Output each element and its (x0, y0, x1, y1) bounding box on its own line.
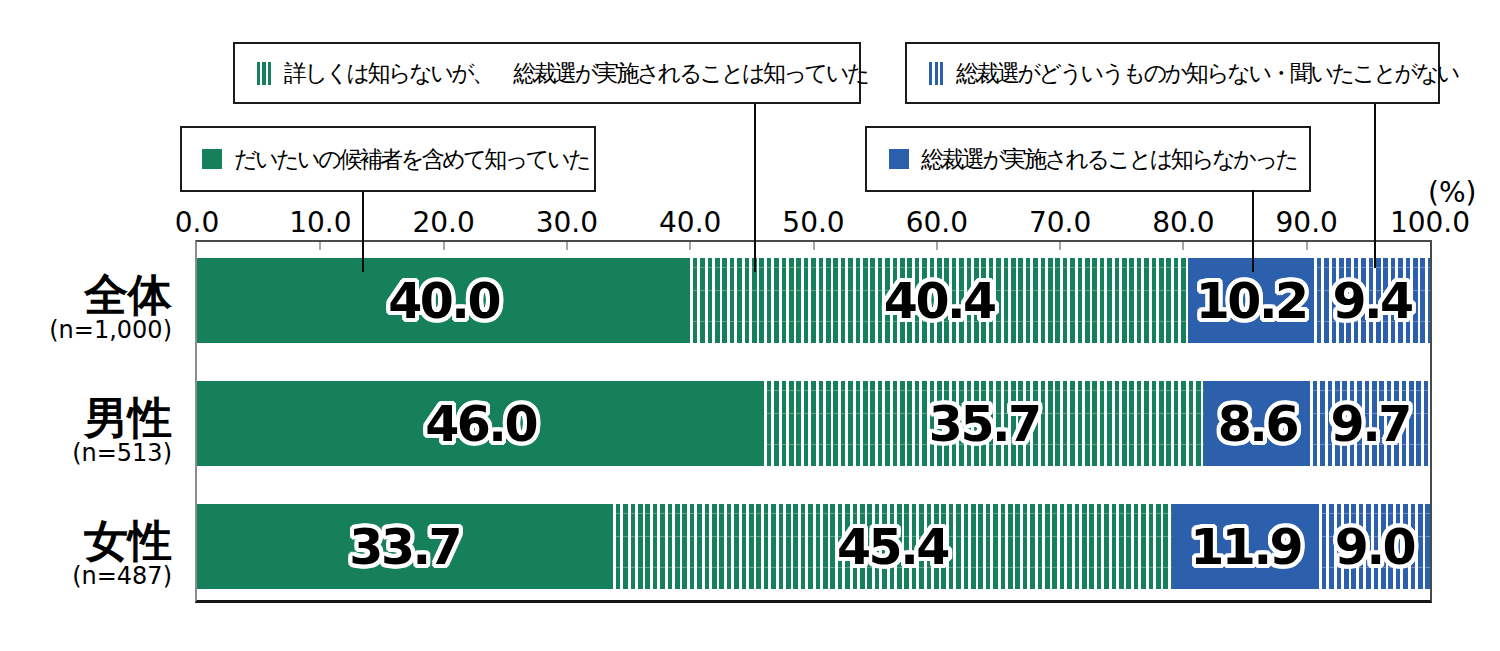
row-label-女性: 女性(n=487) (72, 518, 172, 588)
legend-box-green-solid: だいたいの候補者を含めて知っていた (180, 126, 596, 192)
bar-value-label: 40.4 (884, 276, 995, 325)
legend-leader-line (362, 192, 364, 272)
legend-box-blue-striped: 総裁選がどういうものか知らない・聞いたことがない (905, 42, 1440, 104)
legend-label: 総裁選がどういうものか知らない・聞いたことがない (956, 58, 1458, 89)
axis-tickmark (1306, 242, 1308, 250)
bar-value-label: 33.7 (349, 522, 460, 571)
category-sample-size: (n=487) (72, 562, 172, 588)
bar-row-女性: 33.7 45.4 11.9 9.0 (197, 504, 1430, 589)
bar-value-label: 9.7 (1331, 399, 1410, 448)
chart-page: 詳しくは知らないが、 総裁選が実施されることは知っていた 総裁選がどういうものか… (0, 0, 1500, 651)
legend-leader-line (1374, 104, 1376, 268)
x-axis-tick-label: 50.0 (782, 206, 844, 239)
x-axis-tick-label: 20.0 (412, 206, 474, 239)
bar-value-label: 8.6 (1218, 399, 1297, 448)
bar-row-全体: 40.0 40.4 10.2 9.4 (197, 258, 1430, 343)
legend-box-green-striped: 詳しくは知らないが、 総裁選が実施されることは知っていた (233, 42, 861, 104)
bar-value-label: 40.0 (388, 276, 499, 325)
row-label-男性: 男性(n=513) (72, 395, 172, 465)
legend-leader-line (754, 104, 756, 272)
axis-tickmark (1182, 242, 1184, 250)
x-axis-tick-label: 100.0 (1390, 206, 1470, 239)
axis-tickmark (443, 242, 445, 250)
x-axis-tick-label: 30.0 (536, 206, 598, 239)
x-axis-tick-label: 90.0 (1276, 206, 1338, 239)
bar-value-label: 9.4 (1332, 276, 1411, 325)
category-sample-size: (n=513) (72, 439, 172, 465)
bar-value-label: 45.4 (837, 522, 948, 571)
percent-unit-label: (%) (1428, 176, 1476, 209)
category-sample-size: (n=1,000) (49, 316, 172, 342)
green-striped-swatch-icon (257, 62, 272, 85)
x-axis-tick-label: 80.0 (1152, 206, 1214, 239)
bar-value-label: 9.0 (1335, 522, 1414, 571)
plot-area: 40.0 40.4 10.2 9.4 46.0 35.7 8.6 9.7 33.7 45.4 11.… (195, 240, 1432, 603)
blue-solid-swatch-icon (889, 149, 909, 169)
bar-value-label: 35.7 (929, 399, 1040, 448)
category-name: 女性 (72, 518, 172, 562)
legend-leader-line (1252, 190, 1254, 272)
row-label-全体: 全体(n=1,000) (49, 272, 172, 342)
axis-tickmark (936, 242, 938, 250)
blue-striped-swatch-icon (929, 62, 944, 85)
x-axis-tick-label: 60.0 (906, 206, 968, 239)
bar-value-label: 11.9 (1190, 522, 1301, 571)
axis-tickmark (813, 242, 815, 250)
x-axis-tick-label: 40.0 (659, 206, 721, 239)
bar-row-男性: 46.0 35.7 8.6 9.7 (197, 381, 1430, 466)
bar-value-label: 10.2 (1196, 276, 1307, 325)
category-name: 全体 (49, 272, 172, 316)
axis-tickmark (1059, 242, 1061, 250)
category-name: 男性 (72, 395, 172, 439)
axis-tickmark (566, 242, 568, 250)
legend-label: 総裁選が実施されることは知らなかった (921, 144, 1296, 175)
x-axis-tick-label: 70.0 (1029, 206, 1091, 239)
axis-tickmark (689, 242, 691, 250)
x-axis-tick-label: 10.0 (289, 206, 351, 239)
legend-label: だいたいの候補者を含めて知っていた (234, 144, 589, 175)
bar-value-label: 46.0 (425, 399, 536, 448)
green-solid-swatch-icon (202, 149, 222, 169)
x-axis-tick-label: 0.0 (175, 206, 220, 239)
axis-tickmark (319, 242, 321, 250)
legend-box-blue-solid: 総裁選が実施されることは知らなかった (865, 126, 1311, 192)
legend-label: 詳しくは知らないが、 総裁選が実施されることは知っていた (284, 58, 868, 89)
